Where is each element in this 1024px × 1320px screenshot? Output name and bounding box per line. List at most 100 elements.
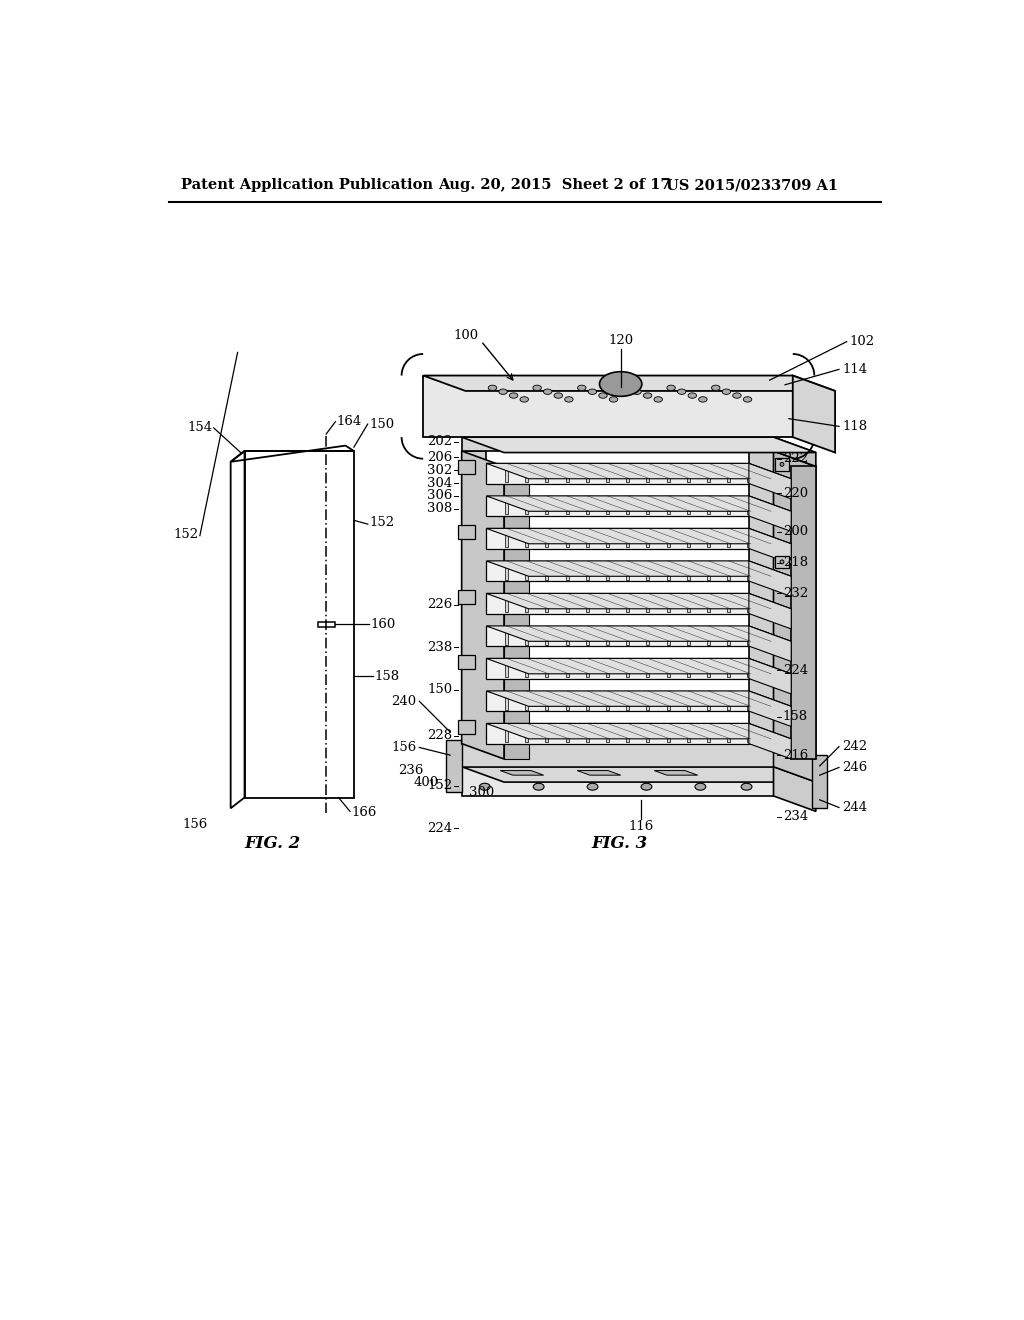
Ellipse shape: [520, 397, 528, 403]
Polygon shape: [707, 498, 710, 515]
Polygon shape: [525, 660, 528, 677]
Polygon shape: [505, 465, 508, 482]
Text: 218: 218: [782, 556, 808, 569]
Polygon shape: [646, 465, 649, 482]
Polygon shape: [727, 595, 730, 612]
Polygon shape: [749, 496, 792, 532]
Text: 116: 116: [628, 820, 653, 833]
Polygon shape: [748, 595, 751, 612]
Polygon shape: [486, 659, 749, 678]
Text: 236: 236: [397, 764, 423, 777]
Text: 308: 308: [427, 502, 453, 515]
Polygon shape: [646, 595, 649, 612]
Polygon shape: [748, 627, 751, 644]
Polygon shape: [446, 739, 462, 792]
Polygon shape: [793, 376, 836, 453]
Polygon shape: [423, 376, 836, 391]
Polygon shape: [586, 595, 589, 612]
Polygon shape: [486, 723, 749, 743]
Text: 300: 300: [469, 785, 495, 799]
Text: 152: 152: [427, 779, 453, 792]
Polygon shape: [565, 595, 568, 612]
Text: 246: 246: [842, 760, 867, 774]
Polygon shape: [525, 498, 528, 515]
Text: 202: 202: [427, 436, 453, 449]
Polygon shape: [486, 723, 792, 739]
Polygon shape: [749, 561, 792, 597]
Polygon shape: [505, 627, 508, 644]
Ellipse shape: [544, 389, 552, 395]
Polygon shape: [606, 725, 609, 742]
Polygon shape: [646, 660, 649, 677]
Polygon shape: [707, 529, 710, 546]
Text: 216: 216: [782, 748, 808, 762]
Polygon shape: [546, 693, 549, 710]
Polygon shape: [654, 771, 697, 775]
Polygon shape: [462, 743, 773, 767]
Polygon shape: [462, 451, 504, 759]
Text: 302: 302: [427, 463, 453, 477]
Text: 120: 120: [608, 334, 633, 347]
Polygon shape: [707, 660, 710, 677]
Polygon shape: [646, 562, 649, 579]
Text: Aug. 20, 2015  Sheet 2 of 17: Aug. 20, 2015 Sheet 2 of 17: [438, 178, 671, 193]
Text: 156: 156: [183, 818, 208, 832]
Polygon shape: [505, 693, 508, 710]
Polygon shape: [687, 529, 690, 546]
Polygon shape: [606, 529, 609, 546]
Polygon shape: [687, 562, 690, 579]
Polygon shape: [486, 626, 792, 642]
Ellipse shape: [654, 397, 663, 403]
Polygon shape: [462, 437, 816, 453]
Polygon shape: [749, 451, 773, 743]
FancyBboxPatch shape: [458, 525, 475, 539]
Polygon shape: [606, 595, 609, 612]
Text: FIG. 2: FIG. 2: [245, 836, 301, 853]
Polygon shape: [667, 529, 670, 546]
FancyBboxPatch shape: [458, 459, 475, 474]
Polygon shape: [748, 498, 751, 515]
Polygon shape: [500, 771, 544, 775]
Polygon shape: [749, 463, 792, 499]
Polygon shape: [749, 626, 792, 661]
Ellipse shape: [780, 462, 784, 466]
FancyBboxPatch shape: [775, 458, 788, 470]
Text: 244: 244: [842, 801, 867, 814]
Polygon shape: [565, 465, 568, 482]
Text: 226: 226: [427, 598, 453, 611]
Polygon shape: [525, 562, 528, 579]
Ellipse shape: [741, 783, 752, 791]
Polygon shape: [486, 561, 749, 581]
Text: 222: 222: [782, 453, 808, 465]
Polygon shape: [667, 725, 670, 742]
Polygon shape: [687, 595, 690, 612]
Polygon shape: [626, 529, 629, 546]
Ellipse shape: [733, 393, 741, 399]
FancyBboxPatch shape: [775, 556, 788, 568]
Polygon shape: [727, 693, 730, 710]
Text: 158: 158: [375, 669, 399, 682]
Ellipse shape: [479, 783, 490, 791]
Ellipse shape: [643, 393, 652, 399]
Polygon shape: [486, 496, 792, 511]
FancyBboxPatch shape: [458, 719, 475, 734]
Polygon shape: [578, 771, 621, 775]
Polygon shape: [687, 465, 690, 482]
Polygon shape: [626, 498, 629, 515]
Polygon shape: [505, 595, 508, 612]
Polygon shape: [486, 463, 749, 483]
Polygon shape: [667, 562, 670, 579]
Polygon shape: [504, 466, 528, 759]
Polygon shape: [486, 528, 792, 544]
Polygon shape: [486, 561, 792, 577]
Polygon shape: [707, 725, 710, 742]
Text: 306: 306: [427, 490, 453, 502]
Polygon shape: [707, 693, 710, 710]
Polygon shape: [546, 562, 549, 579]
Ellipse shape: [623, 385, 631, 391]
Polygon shape: [565, 725, 568, 742]
Text: 304: 304: [427, 477, 453, 490]
Text: 234: 234: [782, 810, 808, 824]
Polygon shape: [486, 690, 749, 711]
Polygon shape: [505, 660, 508, 677]
